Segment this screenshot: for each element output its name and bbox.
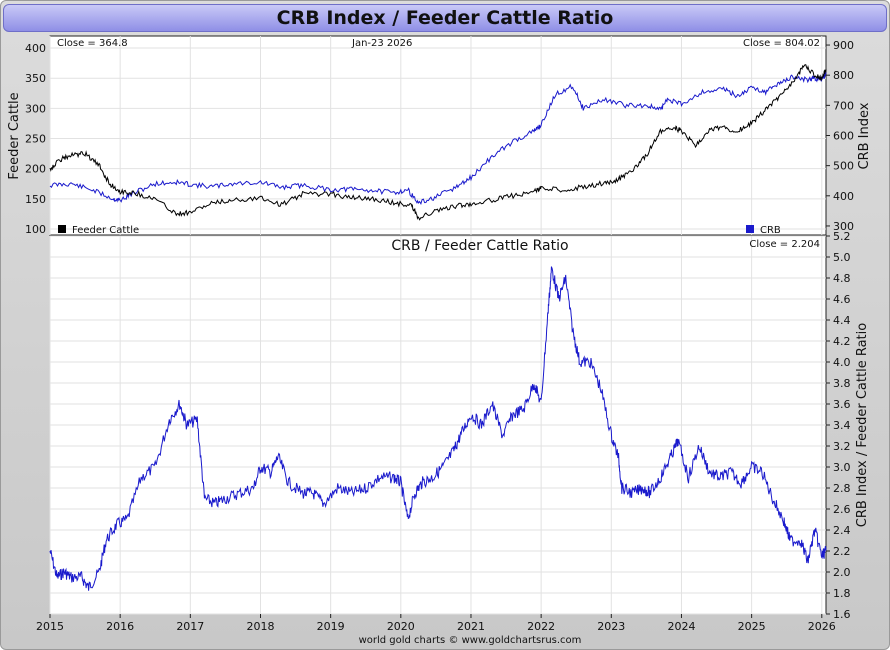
top-panel-grid: [49, 36, 826, 235]
x-tick-label: 2018: [246, 620, 274, 633]
left-tick-label: 300: [25, 102, 46, 115]
ratio-tick-label: 2.4: [833, 524, 851, 537]
left-axis-title: Feeder Cattle: [7, 92, 22, 179]
legend-crb-label: CRB: [760, 225, 781, 236]
x-tick-label: 2015: [36, 620, 64, 633]
ratio-tick-label: 4.6: [833, 293, 851, 306]
ratio-tick-label: 1.8: [833, 587, 851, 600]
ratio-axis-title: CRB Index / Feeder Cattle Ratio: [855, 323, 870, 527]
ratio-tick-label: 4.2: [833, 335, 851, 348]
ratio-tick-label: 4.0: [833, 356, 851, 369]
page-title: CRB Index / Feeder Cattle Ratio: [276, 7, 614, 29]
top-panel-left-ticks: 400 350 300 250 200 150 100: [25, 42, 46, 236]
x-tick-label: 2017: [176, 620, 204, 633]
ratio-tick-label: 2.8: [833, 482, 851, 495]
ratio-tick-label: 3.6: [833, 398, 851, 411]
top-right-close-label: Close = 804.02: [743, 38, 820, 49]
x-tick-label: 2024: [667, 620, 695, 633]
right-tick-label: 300: [833, 220, 854, 233]
right-axis-title: CRB Index: [857, 102, 872, 169]
date-label: Jan-23 2026: [351, 38, 412, 49]
ratio-tick-label: 2.6: [833, 503, 851, 516]
ratio-tick-label: 1.6: [833, 608, 851, 621]
x-tick-label: 2023: [597, 620, 625, 633]
ratio-tick-label: 2.0: [833, 566, 851, 579]
bottom-panel-right-ticks: 5.2 5.0 4.8 4.6 4.4 4.2 4.0 3.8 3.6 3.4 3.2 3.0 2.8 2…: [826, 230, 851, 621]
ratio-chart-title: CRB / Feeder Cattle Ratio: [391, 238, 568, 254]
crb-line: [49, 72, 827, 206]
x-tick-label: 2020: [387, 620, 415, 633]
right-tick-label: 900: [833, 39, 854, 52]
x-tick-label: 2022: [527, 620, 555, 633]
bottom-panel-series: [49, 266, 827, 591]
x-tick-label: 2016: [106, 620, 134, 633]
x-tick-label: 2026: [808, 620, 836, 633]
top-panel-right-ticks: 900 800 700 600 500 400 300: [826, 39, 854, 233]
ratio-tick-label: 2.2: [833, 545, 851, 558]
left-tick-label: 100: [25, 223, 46, 236]
x-axis-ticks: 2015 2016 2017 2018 2019 2020 2021 2022 2023 2024…: [36, 614, 836, 633]
footer-credit: world gold charts © www.goldchartsrus.co…: [359, 635, 582, 646]
right-tick-label: 800: [833, 69, 854, 82]
right-tick-label: 500: [833, 160, 854, 173]
left-tick-label: 400: [25, 42, 46, 55]
feeder-cattle-line: [49, 64, 827, 221]
bottom-panel-grid: [49, 235, 826, 615]
ratio-tick-label: 3.8: [833, 377, 851, 390]
ratio-tick-label: 3.2: [833, 440, 851, 453]
left-tick-label: 350: [25, 72, 46, 85]
ratio-tick-label: 4.4: [833, 314, 851, 327]
legend-crb-swatch: [746, 225, 754, 233]
ratio-tick-label: 5.2: [833, 230, 851, 243]
x-tick-label: 2021: [457, 620, 485, 633]
ratio-tick-label: 3.0: [833, 461, 851, 474]
x-tick-label: 2019: [317, 620, 345, 633]
ratio-close-label: Close = 2.204: [749, 239, 820, 250]
ratio-tick-label: 3.4: [833, 419, 851, 432]
title-bar: CRB Index / Feeder Cattle Ratio: [3, 4, 887, 32]
left-tick-label: 200: [25, 163, 46, 176]
right-tick-label: 400: [833, 190, 854, 203]
top-panel-plot-area: [49, 35, 827, 236]
top-left-close-label: Close = 364.8: [57, 38, 128, 49]
left-tick-label: 250: [25, 133, 46, 146]
x-tick-label: 2025: [738, 620, 766, 633]
right-tick-label: 600: [833, 130, 854, 143]
top-panel-series: [49, 64, 827, 221]
ratio-line: [49, 266, 827, 591]
legend-feeder-label: Feeder Cattle: [72, 225, 139, 236]
legend-feeder-swatch: [58, 225, 66, 233]
ratio-tick-label: 4.8: [833, 272, 851, 285]
left-tick-label: 150: [25, 193, 46, 206]
right-tick-label: 700: [833, 99, 854, 112]
ratio-tick-label: 5.0: [833, 251, 851, 264]
